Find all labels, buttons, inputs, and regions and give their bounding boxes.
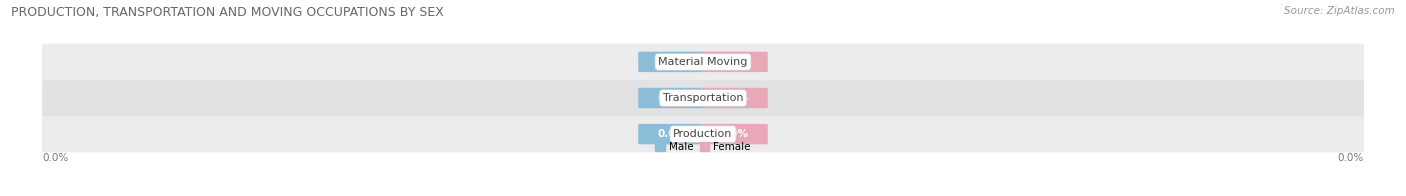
Text: Material Moving: Material Moving [658,57,748,67]
Text: 0.0%: 0.0% [720,93,749,103]
Text: 0.0%: 0.0% [657,57,686,67]
Text: 0.0%: 0.0% [42,153,69,163]
Text: Production: Production [673,129,733,139]
FancyBboxPatch shape [702,52,768,72]
Text: Transportation: Transportation [662,93,744,103]
Text: 0.0%: 0.0% [720,129,749,139]
Text: 0.0%: 0.0% [720,57,749,67]
FancyBboxPatch shape [39,116,1367,152]
FancyBboxPatch shape [702,124,768,144]
Text: Source: ZipAtlas.com: Source: ZipAtlas.com [1284,6,1395,16]
Text: 0.0%: 0.0% [1337,153,1364,163]
FancyBboxPatch shape [39,44,1367,80]
Text: 0.0%: 0.0% [657,93,686,103]
FancyBboxPatch shape [702,88,768,108]
FancyBboxPatch shape [39,80,1367,116]
Legend: Male, Female: Male, Female [651,138,755,156]
FancyBboxPatch shape [638,52,704,72]
FancyBboxPatch shape [638,88,704,108]
Text: 0.0%: 0.0% [657,129,686,139]
Text: PRODUCTION, TRANSPORTATION AND MOVING OCCUPATIONS BY SEX: PRODUCTION, TRANSPORTATION AND MOVING OC… [11,6,444,19]
FancyBboxPatch shape [638,124,704,144]
